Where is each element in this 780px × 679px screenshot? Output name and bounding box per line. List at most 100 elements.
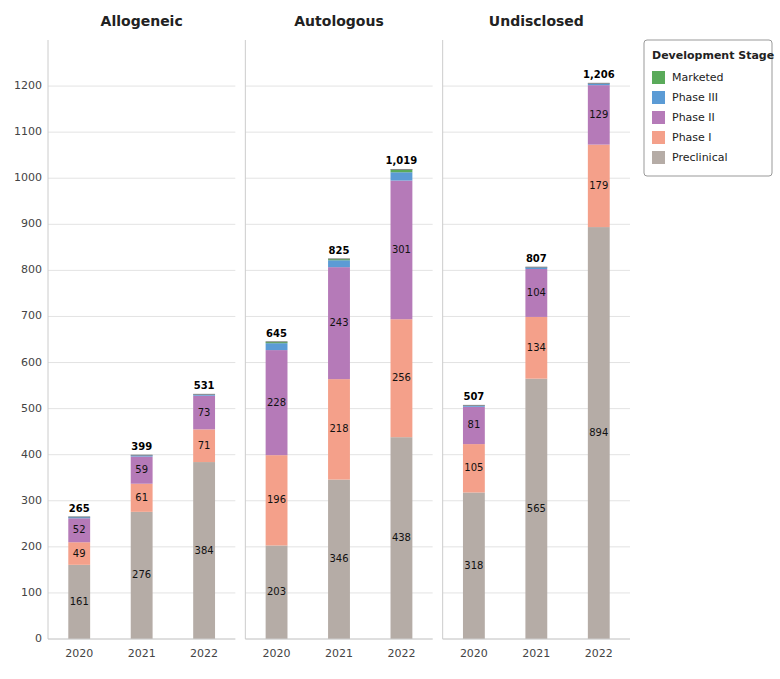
segment-label: 276: [132, 569, 151, 580]
y-axis: [245, 40, 246, 639]
bar-segment: [391, 181, 413, 320]
y-tick-label: 1200: [14, 79, 42, 92]
bar-segment: [525, 379, 547, 639]
segment-label: 301: [392, 244, 411, 255]
panel-title: Undisclosed: [489, 13, 584, 29]
y-tick-label: 0: [35, 632, 42, 645]
bar-segment: [463, 444, 485, 492]
bar-segment: [266, 545, 288, 639]
x-tick-label: 2022: [190, 647, 218, 660]
bar-segment: [193, 394, 215, 395]
bar-segment: [266, 342, 288, 343]
segment-label: 104: [527, 287, 546, 298]
legend-entry: Preclinical: [672, 151, 728, 164]
bar-segment: [131, 512, 153, 639]
y-axis: [48, 40, 49, 639]
total-label: 507: [463, 391, 484, 402]
segment-label: 228: [267, 397, 286, 408]
x-tick-label: 2021: [325, 647, 353, 660]
background: [0, 0, 780, 679]
grid-line: [48, 86, 235, 87]
bar-segment: [68, 518, 90, 542]
panel: Undisclosed31856589410513417981104129507…: [443, 13, 630, 660]
grid-line: [48, 639, 235, 640]
grid-line: [48, 224, 235, 225]
y-tick-label: 1100: [14, 125, 42, 138]
bar-segment: [193, 462, 215, 639]
x-axis: [245, 639, 432, 640]
bar-segment: [525, 267, 547, 268]
bar-segment: [328, 260, 350, 267]
grid-line: [245, 132, 432, 133]
bar-segment: [328, 379, 350, 479]
x-tick-label: 2022: [387, 647, 415, 660]
bar-segment: [588, 83, 610, 84]
segment-label: 161: [70, 596, 89, 607]
bar-segment: [391, 319, 413, 437]
bar-segment: [131, 484, 153, 512]
grid-line: [443, 639, 630, 640]
legend-swatch: [652, 151, 665, 164]
segment-label: 134: [527, 342, 546, 353]
segment-label: 52: [73, 524, 86, 535]
panel-title: Allogeneic: [101, 13, 183, 29]
segment-label: 81: [468, 419, 481, 430]
bar-segment: [588, 83, 610, 85]
bar-segment: [328, 259, 350, 260]
bar-segment: [193, 396, 215, 430]
legend-swatch: [652, 131, 665, 144]
segment-label: 203: [267, 586, 286, 597]
grid-line: [48, 132, 235, 133]
panel: Autologous 203346438196218256228243301645…: [245, 13, 432, 660]
grid-line: [48, 362, 235, 363]
legend-swatch: [652, 71, 665, 84]
x-tick-label: 2021: [522, 647, 550, 660]
legend-entry: Marketed: [672, 71, 724, 84]
bar-segment: [525, 269, 547, 317]
grid-line: [245, 86, 432, 87]
segment-label: 894: [589, 427, 608, 438]
grid-line: [48, 316, 235, 317]
y-tick-label: 500: [21, 402, 42, 415]
bar-segment: [328, 267, 350, 379]
total-label: 825: [329, 245, 350, 256]
bar-segment: [463, 405, 485, 406]
x-tick-label: 2020: [460, 647, 488, 660]
bar-segment: [525, 267, 547, 269]
y-tick-label: 200: [21, 540, 42, 553]
legend: Development StageMarketedPhase IIIPhase …: [644, 40, 774, 176]
x-tick-label: 2020: [65, 647, 93, 660]
labels: 318565894105134179811041295078071,206: [463, 69, 614, 570]
segment-label: 565: [527, 503, 546, 514]
panel-title: Autologous: [294, 13, 383, 29]
bar-segment: [131, 455, 153, 456]
y-tick-label: 600: [21, 356, 42, 369]
y-tick-label: 100: [21, 586, 42, 599]
segment-label: 59: [135, 464, 148, 475]
bar-segment: [391, 169, 413, 172]
total-line: [525, 267, 547, 268]
legend-title: Development Stage: [652, 49, 774, 62]
grid-line: [48, 270, 235, 271]
y-tick-label: 300: [21, 494, 42, 507]
x-tick-label: 2022: [585, 647, 613, 660]
total-line: [463, 405, 485, 406]
bars: [68, 394, 215, 639]
segment-label: 73: [198, 407, 211, 418]
y-tick-label: 1000: [14, 171, 42, 184]
bar-segment: [463, 492, 485, 639]
bar-segment: [463, 405, 485, 406]
grid-line: [48, 178, 235, 179]
y-tick-label: 700: [21, 309, 42, 322]
x-tick-label: 2021: [128, 647, 156, 660]
bar-segment: [391, 172, 413, 180]
bar-segment: [266, 455, 288, 545]
segment-label: 318: [464, 560, 483, 571]
total-line: [131, 455, 153, 456]
panel: Allogeneic010020030040050060070080090010…: [14, 13, 235, 660]
bar-segment: [68, 542, 90, 565]
x-axis: [443, 639, 630, 640]
bar-segment: [588, 145, 610, 227]
bar-segment: [131, 457, 153, 484]
labels: 2033464381962182562282433016458251,019: [266, 155, 417, 597]
